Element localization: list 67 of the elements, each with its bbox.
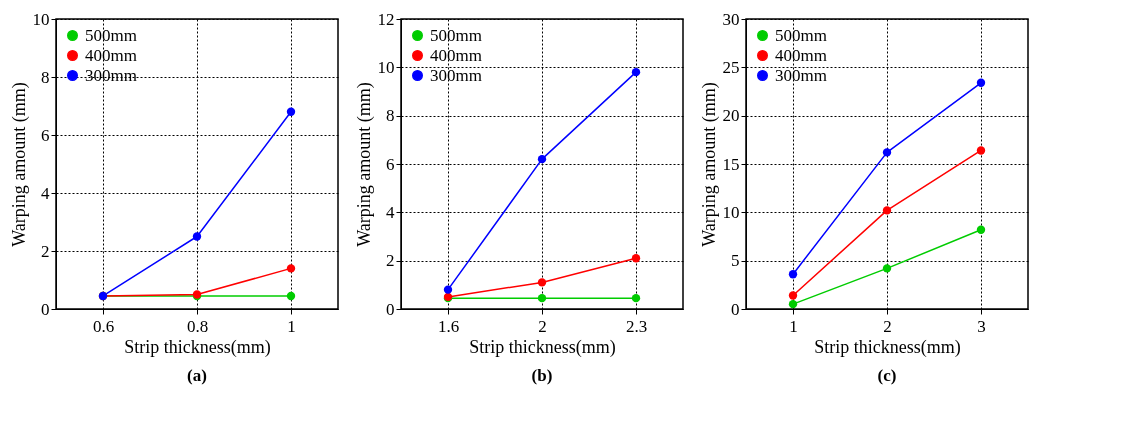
point [882, 264, 892, 273]
point [631, 67, 641, 77]
point [537, 154, 547, 164]
y-tick-label: 10 [722, 202, 740, 222]
x-tick-label: 2 [883, 316, 892, 336]
y-tick-label: 0 [731, 299, 740, 319]
text: (b) [531, 366, 553, 385]
y-tick-label: 2 [386, 251, 395, 271]
point [976, 146, 986, 155]
x-tick-label: 1 [287, 316, 296, 336]
legend-label: 400mm [430, 45, 482, 65]
point [882, 206, 892, 215]
legend-label: 300mm [430, 65, 482, 85]
text: (c) [877, 366, 897, 385]
point [976, 78, 986, 87]
x-axis-title: Strip thickness(mm) [469, 336, 616, 358]
point [976, 225, 986, 234]
x-tick-label: 0.6 [92, 316, 115, 336]
legend-label: 300mm [775, 65, 827, 85]
point [788, 299, 798, 309]
y-tick-label: 6 [41, 125, 50, 145]
x-tick-label: 2.3 [625, 316, 648, 336]
x-tick-label: 3 [977, 316, 986, 336]
x-tick-label: 1.6 [437, 316, 460, 336]
y-tick-label: 10 [32, 9, 50, 29]
point [631, 254, 641, 263]
point [286, 107, 296, 116]
y-tick-label: 4 [41, 183, 50, 203]
legend-label: 400mm [775, 45, 827, 65]
legend-label: 500mm [85, 25, 137, 45]
x-tick-label: 1 [789, 316, 798, 336]
point [537, 278, 547, 287]
x-tick-label: 2 [538, 316, 547, 336]
y-tick-label: 8 [386, 106, 395, 126]
y-tick-label: 30 [722, 9, 740, 29]
point [286, 264, 296, 273]
y-tick-label: 4 [386, 202, 395, 222]
y-tick-label: 20 [722, 106, 740, 126]
y-tick-label: 5 [731, 251, 740, 271]
point [443, 285, 453, 294]
point [788, 270, 798, 279]
point [882, 148, 892, 157]
point [788, 291, 798, 300]
y-tick-label: 6 [386, 154, 395, 174]
legend-label: 500mm [430, 25, 482, 45]
legend-label: 500mm [775, 25, 827, 45]
y-tick-label: 0 [41, 299, 50, 319]
text: (a) [187, 366, 207, 385]
y-tick-label: 12 [377, 9, 395, 29]
y-tick-label: 15 [722, 154, 740, 174]
x-axis-title: Strip thickness(mm) [124, 336, 271, 358]
y-axis-title: Warping amount (mm) [8, 82, 30, 247]
point [192, 232, 202, 241]
point [537, 293, 547, 303]
legend-label: 400mm [85, 45, 137, 65]
point [631, 293, 641, 303]
x-tick-label: 0.8 [186, 316, 209, 336]
y-tick-label: 25 [722, 57, 740, 77]
y-tick-label: 8 [41, 67, 50, 87]
point [286, 291, 296, 301]
y-tick-label: 0 [386, 299, 395, 319]
x-axis-title: Strip thickness(mm) [814, 336, 961, 358]
y-tick-label: 2 [41, 241, 50, 261]
y-axis-title: Warping amount (mm) [353, 82, 375, 247]
legend-label: 300mm [85, 65, 137, 85]
y-axis-title: Warping amount (mm) [698, 82, 720, 247]
y-tick-label: 10 [377, 57, 395, 77]
